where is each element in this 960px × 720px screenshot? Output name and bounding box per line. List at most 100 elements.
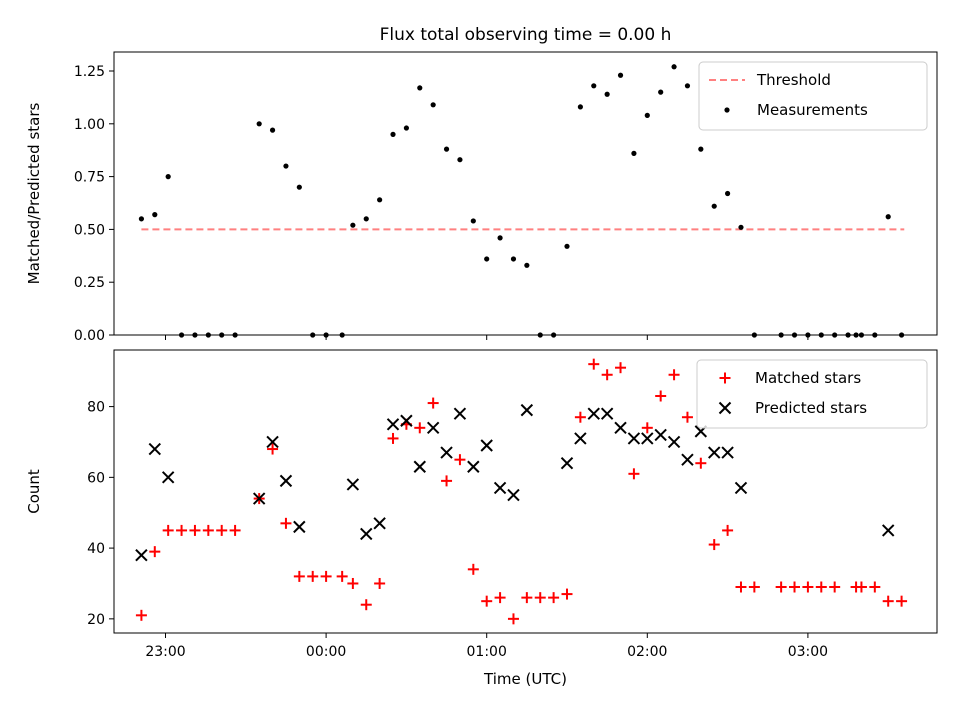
data-point: [377, 197, 383, 203]
data-point-b: [467, 460, 480, 473]
bottom-panel: Count 20 40 60 80 23:00 00:00 01:00 02:00 03:00 Ti…: [25, 349, 938, 688]
data-point: [430, 102, 436, 108]
data-point: [453, 407, 467, 420]
data-point: [403, 125, 409, 131]
data-point: [457, 157, 463, 163]
data-point-b: [667, 435, 681, 449]
chart-title: Flux total observing time = 0.00 h: [380, 25, 672, 45]
data-point: [350, 222, 356, 228]
y-tick-label: 60: [87, 470, 105, 486]
data-point: [671, 64, 677, 70]
data-point: [269, 127, 276, 133]
data-point: [668, 369, 680, 381]
data-point: [497, 235, 503, 241]
data-point: [443, 146, 450, 152]
data-point: [390, 131, 396, 137]
data-point: [494, 592, 506, 604]
axes-frame: [113, 349, 938, 634]
data-point: [374, 577, 386, 589]
data-point: [829, 581, 841, 593]
legend-marker: [724, 107, 730, 113]
data-point: [165, 174, 171, 180]
data-point: [346, 478, 360, 491]
data-point: [413, 460, 426, 473]
data-point: [591, 83, 597, 89]
data-point: [601, 369, 613, 381]
data-point: [631, 150, 637, 156]
x-tick-label: 01:00: [467, 644, 507, 660]
data-point: [802, 581, 814, 593]
data-point: [293, 570, 305, 582]
data-point: [279, 474, 293, 488]
data-point: [564, 243, 570, 249]
data-point: [855, 581, 867, 593]
data-point: [617, 72, 624, 78]
data-point: [176, 524, 188, 536]
data-point-b: [413, 460, 426, 473]
data-point: [229, 524, 241, 536]
legend-label: Matched stars: [755, 369, 861, 387]
data-point-b: [386, 418, 400, 431]
y-tick-label: 0.50: [74, 222, 105, 238]
data-point: [681, 411, 693, 423]
data-point: [293, 520, 306, 534]
axes-frame: [113, 51, 938, 336]
data-point-b: [681, 453, 694, 466]
data-point: [336, 570, 348, 582]
data-point: [373, 517, 386, 530]
data-point: [216, 524, 228, 536]
data-point: [614, 421, 627, 435]
data-point: [481, 595, 493, 607]
data-point: [641, 422, 653, 434]
data-point: [869, 581, 881, 593]
data-point: [480, 439, 493, 452]
data-point: [711, 203, 717, 209]
data-point-b: [135, 548, 148, 562]
data-point: [882, 595, 894, 607]
data-point: [467, 563, 479, 575]
data-point: [149, 546, 161, 558]
data-point: [135, 548, 148, 562]
data-point: [363, 216, 369, 222]
data-point-b: [708, 446, 721, 459]
data-point-b: [507, 488, 520, 502]
data-point: [560, 456, 574, 470]
data-point: [467, 460, 480, 473]
y-tick-label: 1.25: [74, 64, 105, 80]
legend-label: Predicted stars: [755, 399, 867, 417]
data-point: [202, 524, 214, 536]
x-tick-label: 23:00: [145, 644, 185, 660]
data-point: [627, 432, 641, 445]
data-point: [283, 163, 289, 169]
data-point: [280, 517, 292, 529]
data-point: [162, 524, 174, 536]
data-point: [386, 418, 400, 431]
data-point: [138, 216, 145, 222]
data-point: [722, 524, 734, 536]
top-panel: Flux total observing time = 0.00 h Matche…: [25, 25, 938, 344]
data-point: [587, 407, 600, 420]
data-point-b: [279, 474, 293, 488]
data-point: [735, 581, 747, 593]
data-point: [738, 224, 744, 230]
data-point-b: [574, 432, 587, 445]
data-point: [510, 256, 517, 262]
data-point-b: [293, 520, 306, 534]
y-tick-label: 20: [87, 612, 105, 628]
data-point: [347, 577, 359, 589]
data-point-b: [614, 421, 627, 435]
x-axis-label: Time (UTC): [483, 670, 567, 688]
data-point-b: [587, 407, 600, 420]
data-point: [644, 112, 650, 118]
data-point-b: [426, 421, 440, 435]
data-point: [695, 457, 707, 469]
data-point: [658, 89, 664, 95]
data-point: [266, 435, 279, 449]
data-point: [307, 570, 319, 582]
data-point-b: [734, 481, 748, 495]
data-point: [520, 403, 534, 417]
data-point: [161, 471, 175, 484]
data-point: [698, 146, 704, 152]
data-point: [521, 592, 533, 604]
data-point: [721, 446, 734, 459]
